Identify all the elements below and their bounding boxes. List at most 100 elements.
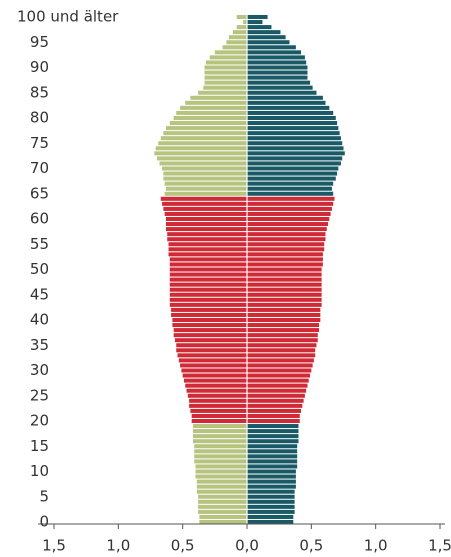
bar [203, 85, 247, 90]
bar [247, 504, 295, 509]
bar [247, 474, 296, 479]
bar [247, 201, 334, 206]
y-tick-label: 15 [30, 437, 49, 455]
bar [165, 186, 247, 191]
y-tick-label: 10 [30, 462, 49, 480]
bar [185, 383, 247, 388]
x-tick-label: 1,5 [42, 537, 66, 555]
x-tick-label: 1,0 [106, 537, 130, 555]
bar [164, 191, 247, 196]
bar [247, 499, 295, 504]
bar [160, 136, 247, 141]
bar [247, 398, 304, 403]
bar [247, 317, 321, 323]
bar [247, 383, 308, 388]
bar [198, 499, 247, 504]
bar [247, 14, 268, 20]
bar [247, 479, 296, 484]
bar [247, 343, 317, 348]
bar [174, 338, 247, 343]
bar [247, 312, 321, 317]
bar [247, 297, 322, 302]
bar [192, 434, 247, 439]
bar [247, 272, 322, 277]
bar [247, 484, 296, 489]
bar [187, 393, 247, 398]
bar [247, 65, 308, 70]
bar [169, 292, 247, 297]
bar [247, 277, 322, 282]
bar [198, 494, 247, 499]
bar [165, 216, 247, 222]
bar [169, 297, 247, 302]
bar [247, 434, 299, 439]
y-tick-label: 70 [30, 159, 49, 177]
bar [191, 413, 247, 418]
y-tick-label: 40 [30, 311, 49, 329]
x-tick-label: 0,5 [299, 537, 323, 555]
bar [247, 252, 323, 257]
bar [222, 45, 247, 50]
bar [226, 40, 247, 45]
bar [247, 348, 316, 353]
bar [247, 131, 340, 136]
bar [247, 469, 296, 474]
bar [247, 100, 326, 105]
bar [247, 413, 300, 418]
bar [169, 121, 247, 126]
bar [194, 454, 247, 459]
bar [247, 393, 305, 398]
bar [247, 90, 317, 95]
x-tick-label: 0,0 [235, 537, 259, 555]
bar [247, 20, 263, 25]
bar [199, 514, 247, 519]
bar [214, 50, 247, 55]
bar [247, 378, 309, 383]
bar [199, 519, 247, 525]
bar [247, 50, 302, 55]
bar [247, 166, 339, 171]
y-tick-label: 60 [30, 210, 49, 228]
bar [190, 95, 247, 100]
bar [205, 60, 247, 65]
bar [236, 14, 247, 20]
bar [247, 287, 322, 292]
y-tick-label: 25 [30, 386, 49, 404]
bar [247, 242, 325, 247]
bar [183, 378, 247, 383]
bar [247, 121, 338, 126]
bar [169, 272, 247, 277]
bar [196, 484, 247, 489]
bar [171, 312, 247, 317]
bar [247, 368, 312, 373]
bar [172, 317, 247, 323]
bar [247, 519, 294, 525]
bar [243, 20, 247, 25]
bar [180, 105, 247, 110]
bar [247, 464, 298, 469]
bar [164, 181, 247, 186]
y-tick-label: 50 [30, 260, 49, 278]
bar [198, 504, 247, 509]
bar [169, 282, 247, 287]
bar [167, 237, 247, 242]
bar [195, 474, 247, 479]
y-tick-label: 20 [30, 412, 49, 430]
bar [189, 398, 247, 403]
bar [247, 35, 286, 40]
bar [177, 353, 247, 358]
bar [169, 257, 247, 262]
bar [247, 181, 334, 186]
y-tick-label: 0 [39, 513, 49, 531]
bar [173, 333, 247, 338]
bar [173, 328, 247, 333]
bar [247, 388, 307, 393]
bar [169, 262, 247, 267]
bar [247, 110, 334, 115]
y-tick-label: 65 [30, 184, 49, 202]
bar [190, 408, 247, 413]
y-tick-label: 5 [39, 487, 49, 505]
y-tick-label: 100 und älter [17, 8, 119, 26]
y-tick-label: 30 [30, 361, 49, 379]
bar [247, 211, 331, 216]
